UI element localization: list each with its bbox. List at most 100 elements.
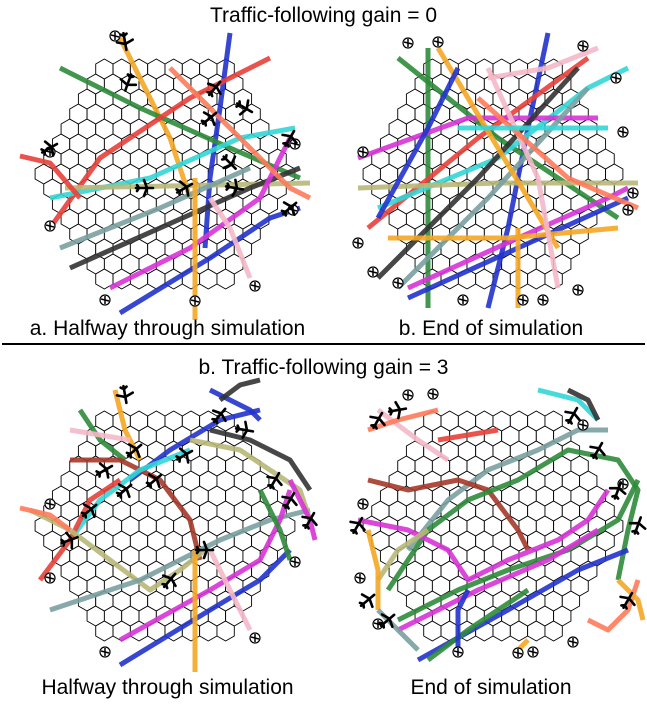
aircraft <box>60 384 318 590</box>
flight-route <box>68 165 301 271</box>
airport-marker <box>249 632 261 644</box>
aircraft-icon <box>200 111 218 127</box>
airport-marker <box>617 126 629 138</box>
bottom-right-caption: End of simulation <box>410 676 572 699</box>
flight-route <box>376 66 580 280</box>
aircraft-icon <box>80 503 98 519</box>
aircraft-icon <box>125 443 143 459</box>
airport-marker <box>249 280 261 292</box>
airport-marker <box>392 277 404 289</box>
flight-route <box>406 185 630 291</box>
flight-route <box>357 488 611 583</box>
routes <box>357 32 639 309</box>
panel-top-right <box>352 32 639 309</box>
top-figure-title: Traffic-following gain = 0 <box>209 4 438 27</box>
aircraft-icon <box>281 129 298 148</box>
airport-marker <box>44 220 56 232</box>
airport-marker <box>189 295 201 307</box>
flight-route <box>426 587 530 662</box>
airport-marker <box>352 237 364 249</box>
aircraft-icon <box>161 572 177 590</box>
airport-marker <box>572 284 584 296</box>
flight-route <box>388 225 619 241</box>
airport-marker <box>512 647 524 659</box>
flight-route <box>537 387 600 422</box>
aircraft-icon <box>194 540 215 560</box>
flight-route <box>207 196 253 279</box>
aircraft-icon <box>115 384 135 405</box>
airport-marker <box>517 294 529 306</box>
aircraft-icon <box>175 180 194 197</box>
flight-route <box>38 477 122 582</box>
airport-marker <box>457 294 469 306</box>
top-left-caption: a. Halfway through simulation <box>29 317 306 340</box>
airport-marker <box>567 636 579 648</box>
aircraft-icon <box>378 613 396 629</box>
airport-marker <box>372 618 384 630</box>
aircraft-icon <box>115 31 135 52</box>
airport-marker <box>357 146 369 158</box>
airport-marker <box>109 30 121 42</box>
flight-route <box>69 427 131 443</box>
aircraft-icon <box>301 511 318 530</box>
aircraft-icon <box>589 441 606 460</box>
flight-route <box>257 488 293 561</box>
airport-marker <box>577 40 589 52</box>
flight-route <box>189 437 313 521</box>
flight-route <box>207 548 253 632</box>
flight-route <box>396 56 620 221</box>
airports <box>44 498 301 658</box>
flight-route <box>118 489 293 643</box>
flight-route <box>476 96 639 211</box>
flight-route <box>365 529 381 610</box>
airport-marker <box>99 294 111 306</box>
aircraft-icon <box>224 178 245 198</box>
flight-route <box>586 579 641 633</box>
airport-marker <box>402 389 414 401</box>
aircraft-icon <box>95 462 114 479</box>
airport-marker <box>537 294 549 306</box>
aircraft-icon <box>358 593 376 609</box>
flight-route <box>218 377 261 402</box>
airport-marker <box>354 572 366 584</box>
bottom-left-caption: Halfway through simulation <box>41 676 294 699</box>
aircraft-icon <box>266 471 283 490</box>
airport-marker <box>289 556 301 568</box>
aircraft-icon <box>628 516 647 535</box>
flight-route <box>168 66 312 201</box>
top-right-caption: b. End of simulation <box>398 317 584 340</box>
bottom-figure-title: b. Traffic-following gain = 3 <box>198 356 449 379</box>
aircraft-icon <box>115 483 133 499</box>
aircraft-icon <box>40 140 59 157</box>
flight-route <box>70 457 203 561</box>
airport-marker <box>99 646 111 658</box>
aircraft-icon <box>145 473 163 489</box>
flight-route <box>455 588 471 650</box>
aircraft-icon <box>564 406 581 425</box>
airport-marker <box>627 187 639 199</box>
flight-route <box>566 387 601 422</box>
aircraft-icon <box>211 407 227 425</box>
flight-route <box>59 165 252 251</box>
airports <box>352 36 639 306</box>
panel-top-left <box>19 30 312 320</box>
panel-bottom-right <box>349 387 647 663</box>
airport-marker <box>402 37 414 49</box>
flight-route <box>357 180 638 191</box>
flight-route <box>209 427 313 492</box>
flight-route <box>485 66 561 289</box>
aircraft-icon <box>175 447 194 464</box>
flight-route <box>616 578 646 621</box>
hex-grid <box>362 410 624 642</box>
airport-marker <box>44 498 56 510</box>
airport-marker <box>367 266 379 278</box>
flight-route <box>437 427 499 443</box>
aircraft-icon <box>281 491 298 510</box>
airport-marker <box>289 138 301 150</box>
flight-route <box>396 527 600 633</box>
flight-route <box>117 36 193 199</box>
aircraft-icon <box>134 178 155 198</box>
aircraft-icon <box>206 80 222 98</box>
airport-marker <box>452 646 464 658</box>
flight-route <box>385 447 641 592</box>
